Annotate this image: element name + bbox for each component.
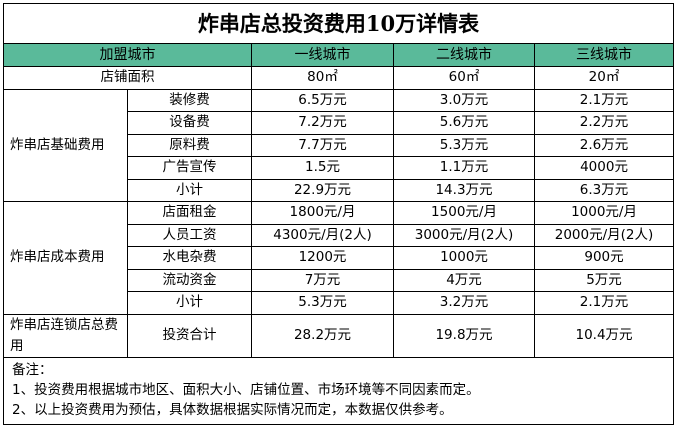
cell: 7万元 [251,268,394,292]
total-value-1: 28.2万元 [251,313,394,358]
area-value-2: 60㎡ [393,66,535,90]
area-label: 店铺面积 [3,66,252,90]
note-line-1: 1、投资费用根据城市地区、面积大小、店铺位置、市场环境等不同因素而定。 [12,381,480,398]
cell: 5.3万元 [393,133,535,157]
row-label: 设备费 [127,111,252,135]
cell: 7.2万元 [251,111,394,135]
header-row: 加盟城市 一线城市 二线城市 三线城市 [3,43,675,67]
cell: 14.3万元 [393,178,535,202]
row-label: 流动资金 [127,268,252,292]
total-row: 炸串店连锁店总费用 投资合计 28.2万元 19.8万元 10.4万元 [3,313,675,358]
cell: 1800元/月 [251,201,394,225]
row-label: 原料费 [127,133,252,157]
notes-heading: 备注： [12,361,53,378]
cell: 1.1万元 [393,156,535,180]
table-row: 广告宣传 1.5元 1.1万元 4000元 [4,156,675,180]
cell: 1.5元 [251,156,394,180]
row-label: 广告宣传 [127,156,252,180]
cell: 2.6万元 [533,133,675,157]
table-row: 人员工资 4300元/月(2人) 3000元/月(2人) 2000元/月(2人) [4,223,675,247]
row-label: 装修费 [127,88,252,112]
header-tier-2: 二线城市 [393,43,535,67]
total-category-label: 炸串店连锁店总费用 [3,313,128,358]
cell: 5.3万元 [251,291,394,315]
area-value-1: 80㎡ [251,66,394,90]
note-line-2: 2、以上投资费用为预估，具体数据根据实际情况而定，本数据仅供参考。 [12,401,453,418]
row-label: 店面租金 [127,201,252,225]
header-tier-3: 三线城市 [533,43,675,67]
cell: 1200元 [251,246,394,270]
cell: 22.9万元 [251,178,394,202]
area-row: 店铺面积 80㎡ 60㎡ 20㎡ [3,66,675,90]
table-row: 流动资金 7万元 4万元 5万元 [4,268,675,292]
cell: 1000元/月 [533,201,675,225]
row-label: 人员工资 [127,223,252,247]
cost-table: 炸串店总投资费用10万详情表 加盟城市 一线城市 二线城市 三线城市 店铺面积 … [2,3,675,425]
table-title: 炸串店总投资费用10万详情表 [2,3,675,44]
cell: 3000元/月(2人) [393,223,535,247]
row-label: 小计 [127,291,252,315]
cell: 6.3万元 [533,178,675,202]
total-value-3: 10.4万元 [533,313,675,358]
cell: 7.7万元 [251,133,394,157]
cell: 2.1万元 [533,88,675,112]
row-label: 水电杂费 [127,246,252,270]
cell: 3.0万元 [393,88,535,112]
table-row: 水电杂费 1200元 1000元 900元 [4,246,675,270]
table-row: 设备费 7.2万元 5.6万元 2.2万元 [4,111,675,135]
table-row: 原料费 7.7万元 5.3万元 2.6万元 [4,133,675,157]
cell: 5.6万元 [393,111,535,135]
basic-category-label: 炸串店基础费用 [3,88,128,202]
row-label: 小计 [127,178,252,202]
cell: 5万元 [533,268,675,292]
cell: 1500元/月 [393,201,535,225]
cell: 4万元 [393,268,535,292]
cell: 900元 [533,246,675,270]
header-city: 加盟城市 [3,43,252,67]
cell: 4300元/月(2人) [251,223,394,247]
cell: 2000元/月(2人) [533,223,675,247]
table-row: 炸串店成本费用 店面租金 1800元/月 1500元/月 1000元/月 [3,201,675,315]
total-item-label: 投资合计 [127,313,252,358]
cell: 2.1万元 [533,291,675,315]
cell: 6.5万元 [251,88,394,112]
table-row: 炸串店基础费用 装修费 6.5万元 3.0万元 2.1万元 [3,88,675,202]
cost-category-label: 炸串店成本费用 [3,201,128,315]
notes-row: 备注： 1、投资费用根据城市地区、面积大小、店铺位置、市场环境等不同因素而定。 … [2,356,675,425]
cell: 2.2万元 [533,111,675,135]
cell: 3.2万元 [393,291,535,315]
cell: 1000元 [393,246,535,270]
header-tier-1: 一线城市 [251,43,394,67]
cell: 4000元 [533,156,675,180]
area-value-3: 20㎡ [533,66,675,90]
subtotal-row: 小计 22.9万元 14.3万元 6.3万元 [4,178,675,202]
title-row: 炸串店总投资费用10万详情表 [2,3,675,44]
total-value-2: 19.8万元 [393,313,535,358]
notes-cell: 备注： 1、投资费用根据城市地区、面积大小、店铺位置、市场环境等不同因素而定。 … [2,356,675,425]
